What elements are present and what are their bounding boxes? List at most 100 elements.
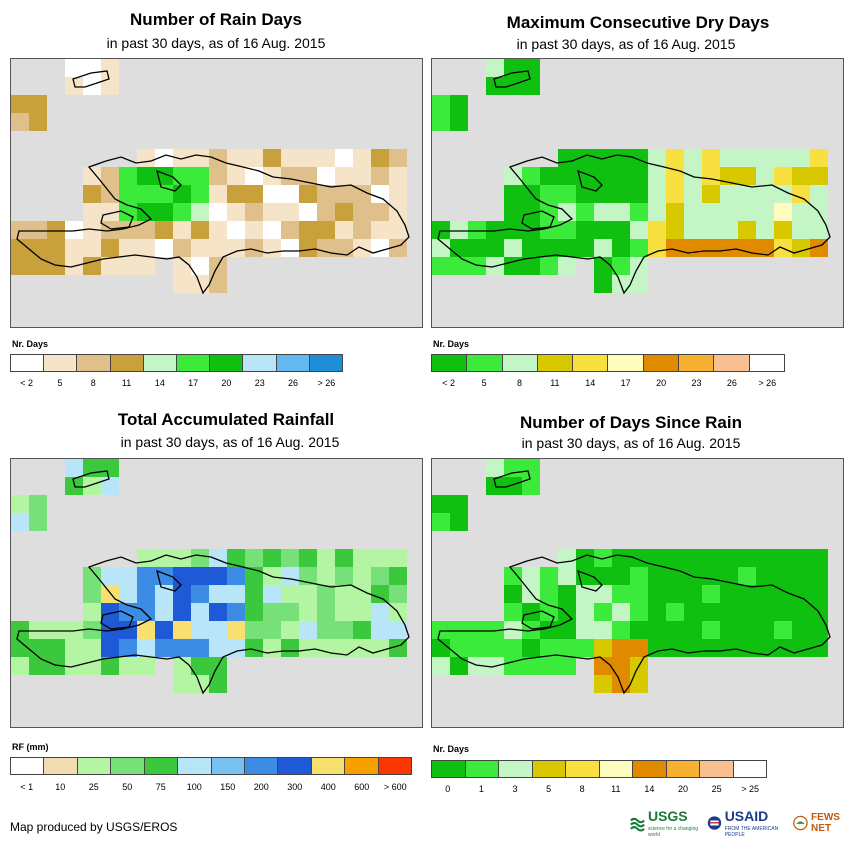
grid-cell [594,639,612,657]
grid-cell [558,239,576,257]
grid-cell [738,567,756,585]
grid-cell [173,239,191,257]
grid-cell [666,639,684,657]
panel-1-legend-ticks: < 2 5 8 11 14 17 20 23 26 > 26 [10,378,343,390]
grid-cell [299,567,317,585]
grid-cell [720,621,738,639]
grid-cell [486,239,504,257]
legend-tick: 8 [579,784,585,794]
grid-cell [101,603,119,621]
grid-cell [630,585,648,603]
grid-cell [209,639,227,657]
legend-tick: 20 [677,784,689,794]
grid-cell [317,221,335,239]
grid-cell [137,639,155,657]
grid-cell [630,603,648,621]
legend-tick: > 25 [741,784,760,794]
grid-cell [738,185,756,203]
grid-cell [335,621,353,639]
legend-swatch [345,758,379,774]
grid-cell [810,621,828,639]
grid-cell [299,185,317,203]
legend-swatch [573,355,609,371]
grid-cell [504,477,522,495]
grid-cell [299,639,317,657]
grid-cell [227,203,245,221]
panel-3-title: Total Accumulated Rainfall [117,410,335,429]
grid-cell [756,549,774,567]
grid-cell [648,621,666,639]
grid-cell [450,221,468,239]
grid-cell [486,77,504,95]
grid-cell [468,257,486,275]
legend-swatch [11,355,45,371]
grid-cell [101,59,119,77]
grid-cell [612,149,630,167]
grid-cell [281,149,299,167]
grid-cell [774,185,792,203]
legend-swatch [700,761,734,777]
legend-tick: < 2 [442,378,456,388]
grid-cell [191,185,209,203]
dry-days-map [431,58,844,328]
grid-cell [594,657,612,675]
grid-cell [666,203,684,221]
grid-cell [486,621,504,639]
grid-cell [558,149,576,167]
legend-tick: 26 [288,378,299,388]
grid-cell [101,567,119,585]
grid-cell [684,603,702,621]
grid-cell [558,657,576,675]
grid-cell [101,657,119,675]
grid-cell [245,149,263,167]
grid-cell [558,203,576,221]
legend-tick: 25 [88,782,99,792]
grid-cell [209,621,227,639]
legend-tick: 11 [611,784,621,794]
grid-cell [281,603,299,621]
grid-cell [774,567,792,585]
grid-cell [504,239,522,257]
grid-cell [450,495,468,513]
grid-cell [594,549,612,567]
grid-cell [558,167,576,185]
grid-cell [83,239,101,257]
legend-swatch [679,355,715,371]
grid-cell [209,275,227,293]
legend-tick: < 1 [20,782,34,792]
grid-cell [738,149,756,167]
grid-cell [191,257,209,275]
legend-swatch [311,758,346,774]
grid-cell [299,221,317,239]
grid-cell [630,675,648,693]
legend-tick: 150 [220,782,236,792]
grid-cell [209,239,227,257]
grid-cell [774,603,792,621]
grid-cell [209,149,227,167]
grid-cell [648,585,666,603]
grid-cell [317,549,335,567]
legend-tick: 3 [512,784,518,794]
grid-cell [612,167,630,185]
grid-cell [504,621,522,639]
grid-cell [702,239,720,257]
grid-cell [119,221,137,239]
grid-cell [504,639,522,657]
legend-tick: 8 [516,378,523,388]
grid-cell [353,549,371,567]
lake-outline [100,610,134,630]
grid-cell [504,167,522,185]
grid-cell [119,639,137,657]
grid-cell [756,621,774,639]
grid-cell [504,203,522,221]
grid-cell [666,621,684,639]
grid-cell [612,585,630,603]
grid-cell [281,567,299,585]
grid-cell [594,203,612,221]
grid-cell [756,585,774,603]
grid-cell [299,585,317,603]
grid-cell [558,621,576,639]
grid-cell [558,639,576,657]
grid-cell [65,59,83,77]
grid-cell [666,603,684,621]
